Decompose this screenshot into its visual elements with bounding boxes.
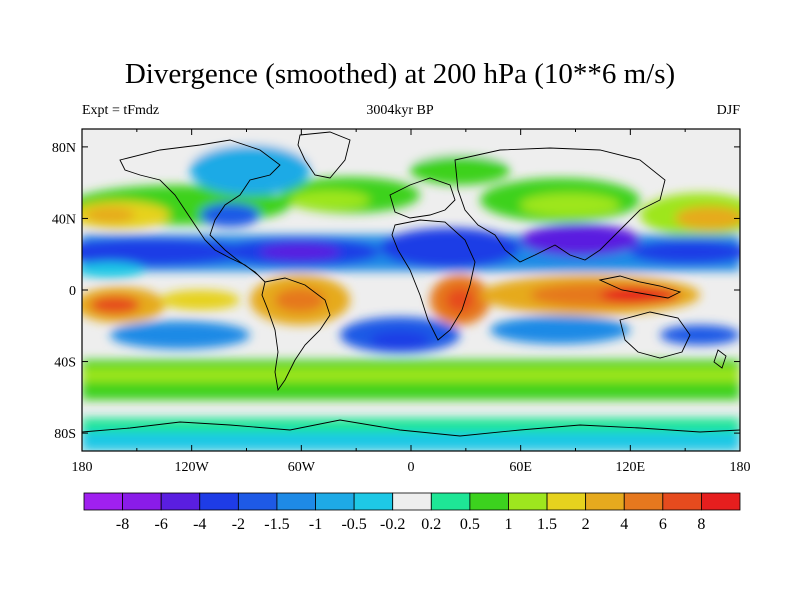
colorbar-swatch [469,492,509,511]
colorbar-swatch [508,492,548,511]
colorbar-label: 0.5 [460,516,480,533]
colorbar-swatch [315,492,355,511]
colorbar-label: -1 [309,516,322,533]
colorbar-label: 0.2 [421,516,441,533]
colorbar-swatch [353,492,394,511]
divergence-field [82,129,740,451]
colorbar-label: -4 [193,516,206,533]
longitude-axis: 180 120W 60W 0 60E 120E 180 [72,129,751,475]
colorbar-swatch [276,492,316,511]
lat-tick-label: 80N [52,141,76,156]
colorbar-swatch [199,492,239,511]
coastlines [82,131,740,437]
season-label: DJF [716,103,740,118]
plot-title: Divergence (smoothed) at 200 hPa (10**6 … [124,58,676,90]
colorbar-label: -1.5 [264,516,289,533]
lat-tick-label: 40S [54,356,76,371]
lon-tick-label: 180 [730,460,751,475]
lat-tick-label: 80S [54,427,76,442]
colorbar-label: -8 [116,516,129,533]
lon-tick-label: 60W [288,460,316,475]
lon-tick-label: 120E [616,460,646,475]
lat-tick-label: 40N [52,212,76,227]
colorbar-label: 6 [659,516,667,533]
colorbar-label: 4 [620,516,628,533]
colorbar-swatch [160,492,201,511]
colorbar: -8 -6 -4 -2 -1.5 -1 -0.5 -0.2 0.2 0.5 1 1.5 2 4 6 8 [83,492,741,533]
lat-tick-label: 0 [69,284,76,299]
colorbar-swatch [701,492,741,511]
colorbar-swatch [83,492,123,511]
lon-tick-label: 0 [408,460,415,475]
colorbar-label: -6 [155,516,168,533]
colorbar-swatch [430,492,471,511]
colorbar-swatch [546,492,587,511]
colorbar-swatch [237,492,278,511]
colorbar-label: -0.5 [341,516,366,533]
colorbar-label: 1.5 [537,516,557,533]
period-label: 3004kyr BP [366,103,434,118]
colorbar-label: -0.2 [380,516,405,533]
colorbar-swatch [122,492,162,511]
colorbar-swatch [392,492,432,511]
colorbar-swatch [662,492,702,511]
colorbar-label: 2 [582,516,590,533]
latitude-axis: 80N 40N 0 40S 80S [52,141,740,442]
lon-tick-label: 120W [175,460,210,475]
colorbar-label: 8 [697,516,705,533]
lon-tick-label: 180 [72,460,93,475]
colorbar-swatch [585,492,625,511]
colorbar-label: 1 [504,516,512,533]
colorbar-label: -2 [232,516,245,533]
lon-tick-label: 60E [509,460,532,475]
experiment-label: Expt = tFmdz [82,103,160,118]
colorbar-swatch [623,492,664,511]
